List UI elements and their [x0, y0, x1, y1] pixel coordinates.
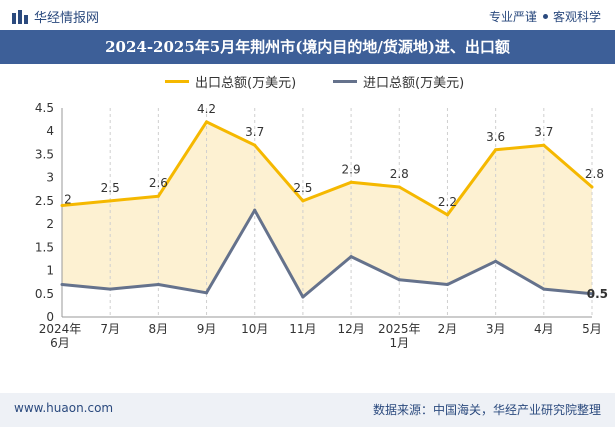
x-tick-label: 7月: [100, 322, 120, 336]
brand[interactable]: 华经情报网: [12, 7, 99, 26]
data-point: [301, 295, 305, 299]
data-label: 2.2: [438, 195, 457, 209]
x-tick-label: 2月: [438, 322, 458, 336]
x-tick-label: 3月: [486, 322, 506, 336]
data-point: [108, 199, 112, 203]
footer-website[interactable]: www.huaon.com: [14, 401, 114, 415]
y-tick-label: 4: [46, 124, 54, 138]
data-point: [590, 292, 594, 296]
y-tick-label: 3: [46, 171, 54, 185]
area-fill-between: [62, 121, 592, 298]
data-point: [253, 208, 257, 212]
x-tick-label: 2025年: [378, 322, 421, 336]
data-point: [494, 259, 498, 263]
data-label: 4.2: [197, 102, 216, 116]
data-point: [349, 255, 353, 259]
legend-label-export: 出口总额(万美元): [195, 76, 297, 91]
data-label: 2.6: [149, 176, 168, 190]
data-point: [397, 278, 401, 282]
y-tick-label: 3.5: [35, 147, 54, 161]
data-point: [494, 148, 498, 152]
data-label: 2.5: [293, 181, 312, 195]
data-point: [301, 199, 305, 203]
x-tick-label: 8月: [149, 322, 169, 336]
tagline-dot: [542, 14, 548, 19]
data-point: [253, 143, 257, 147]
data-point: [349, 180, 353, 184]
x-tick-label: 2024年: [39, 322, 82, 336]
data-point: [397, 185, 401, 189]
legend-label-import: 进口总额(万美元): [363, 76, 465, 91]
data-point: [205, 120, 209, 124]
tagline-1: 专业严谨: [488, 10, 537, 24]
data-point: [445, 213, 449, 217]
y-tick-label: 0.5: [35, 287, 54, 301]
chart-title: 2024-2025年5月年荆州市(境内目的地/货源地)进、出口额: [105, 38, 510, 56]
legend-swatch-export: [165, 80, 189, 83]
x-tick-label: 6月: [50, 336, 70, 350]
tagline: 专业严谨 客观科学: [489, 8, 601, 25]
data-label: 2.8: [390, 167, 409, 181]
x-tick-label: 5月: [582, 322, 602, 336]
brand-logo-icon: [12, 9, 28, 24]
data-label: 2.5: [101, 181, 120, 195]
y-tick-label: 4.5: [35, 101, 54, 115]
x-tick-label: 10月: [241, 322, 268, 336]
data-point: [445, 282, 449, 286]
data-point: [205, 291, 209, 295]
legend-item-import[interactable]: 进口总额(万美元): [333, 72, 464, 91]
tagline-2: 客观科学: [552, 10, 601, 24]
top-bar: 华经情报网 专业严谨 客观科学: [0, 0, 615, 30]
data-label: 3.7: [534, 125, 553, 139]
brand-name: 华经情报网: [34, 11, 100, 26]
title-bar: 2024-2025年5月年荆州市(境内目的地/货源地)进、出口额: [0, 30, 615, 64]
y-tick-label: 2: [46, 217, 54, 231]
data-label: 3.6: [486, 130, 505, 144]
data-point: [156, 282, 160, 286]
footer-source: 数据来源：中国海关，华经产业研究院整理: [372, 403, 601, 417]
legend-item-export[interactable]: 出口总额(万美元): [165, 72, 296, 91]
x-tick-label: 1月: [389, 336, 409, 350]
data-point: [542, 287, 546, 291]
data-point: [60, 282, 64, 286]
legend: 出口总额(万美元) 进口总额(万美元): [0, 72, 615, 92]
y-tick-label: 1.5: [35, 240, 54, 254]
data-label: 0.5: [587, 287, 608, 301]
series-line-export: [61, 120, 593, 217]
data-point: [60, 204, 64, 208]
data-point: [542, 143, 546, 147]
data-point: [590, 185, 594, 189]
data-point: [108, 287, 112, 291]
data-label: 3.7: [245, 125, 264, 139]
x-tick-label: 11月: [289, 322, 316, 336]
legend-swatch-import: [333, 80, 357, 83]
data-point: [156, 194, 160, 198]
x-tick-label: 9月: [197, 322, 217, 336]
series-line-import: [61, 208, 593, 299]
x-tick-label: 4月: [534, 322, 554, 336]
y-tick-label: 1: [46, 264, 54, 278]
footer: www.huaon.com 数据来源：中国海关，华经产业研究院整理: [0, 393, 615, 427]
data-label: 2.8: [585, 167, 604, 181]
x-tick-label: 12月: [337, 322, 364, 336]
y-tick-label: 2.5: [35, 194, 54, 208]
y-tick-label: 0: [46, 310, 54, 324]
data-label: 2.9: [342, 162, 361, 176]
data-label: 2: [64, 193, 72, 207]
